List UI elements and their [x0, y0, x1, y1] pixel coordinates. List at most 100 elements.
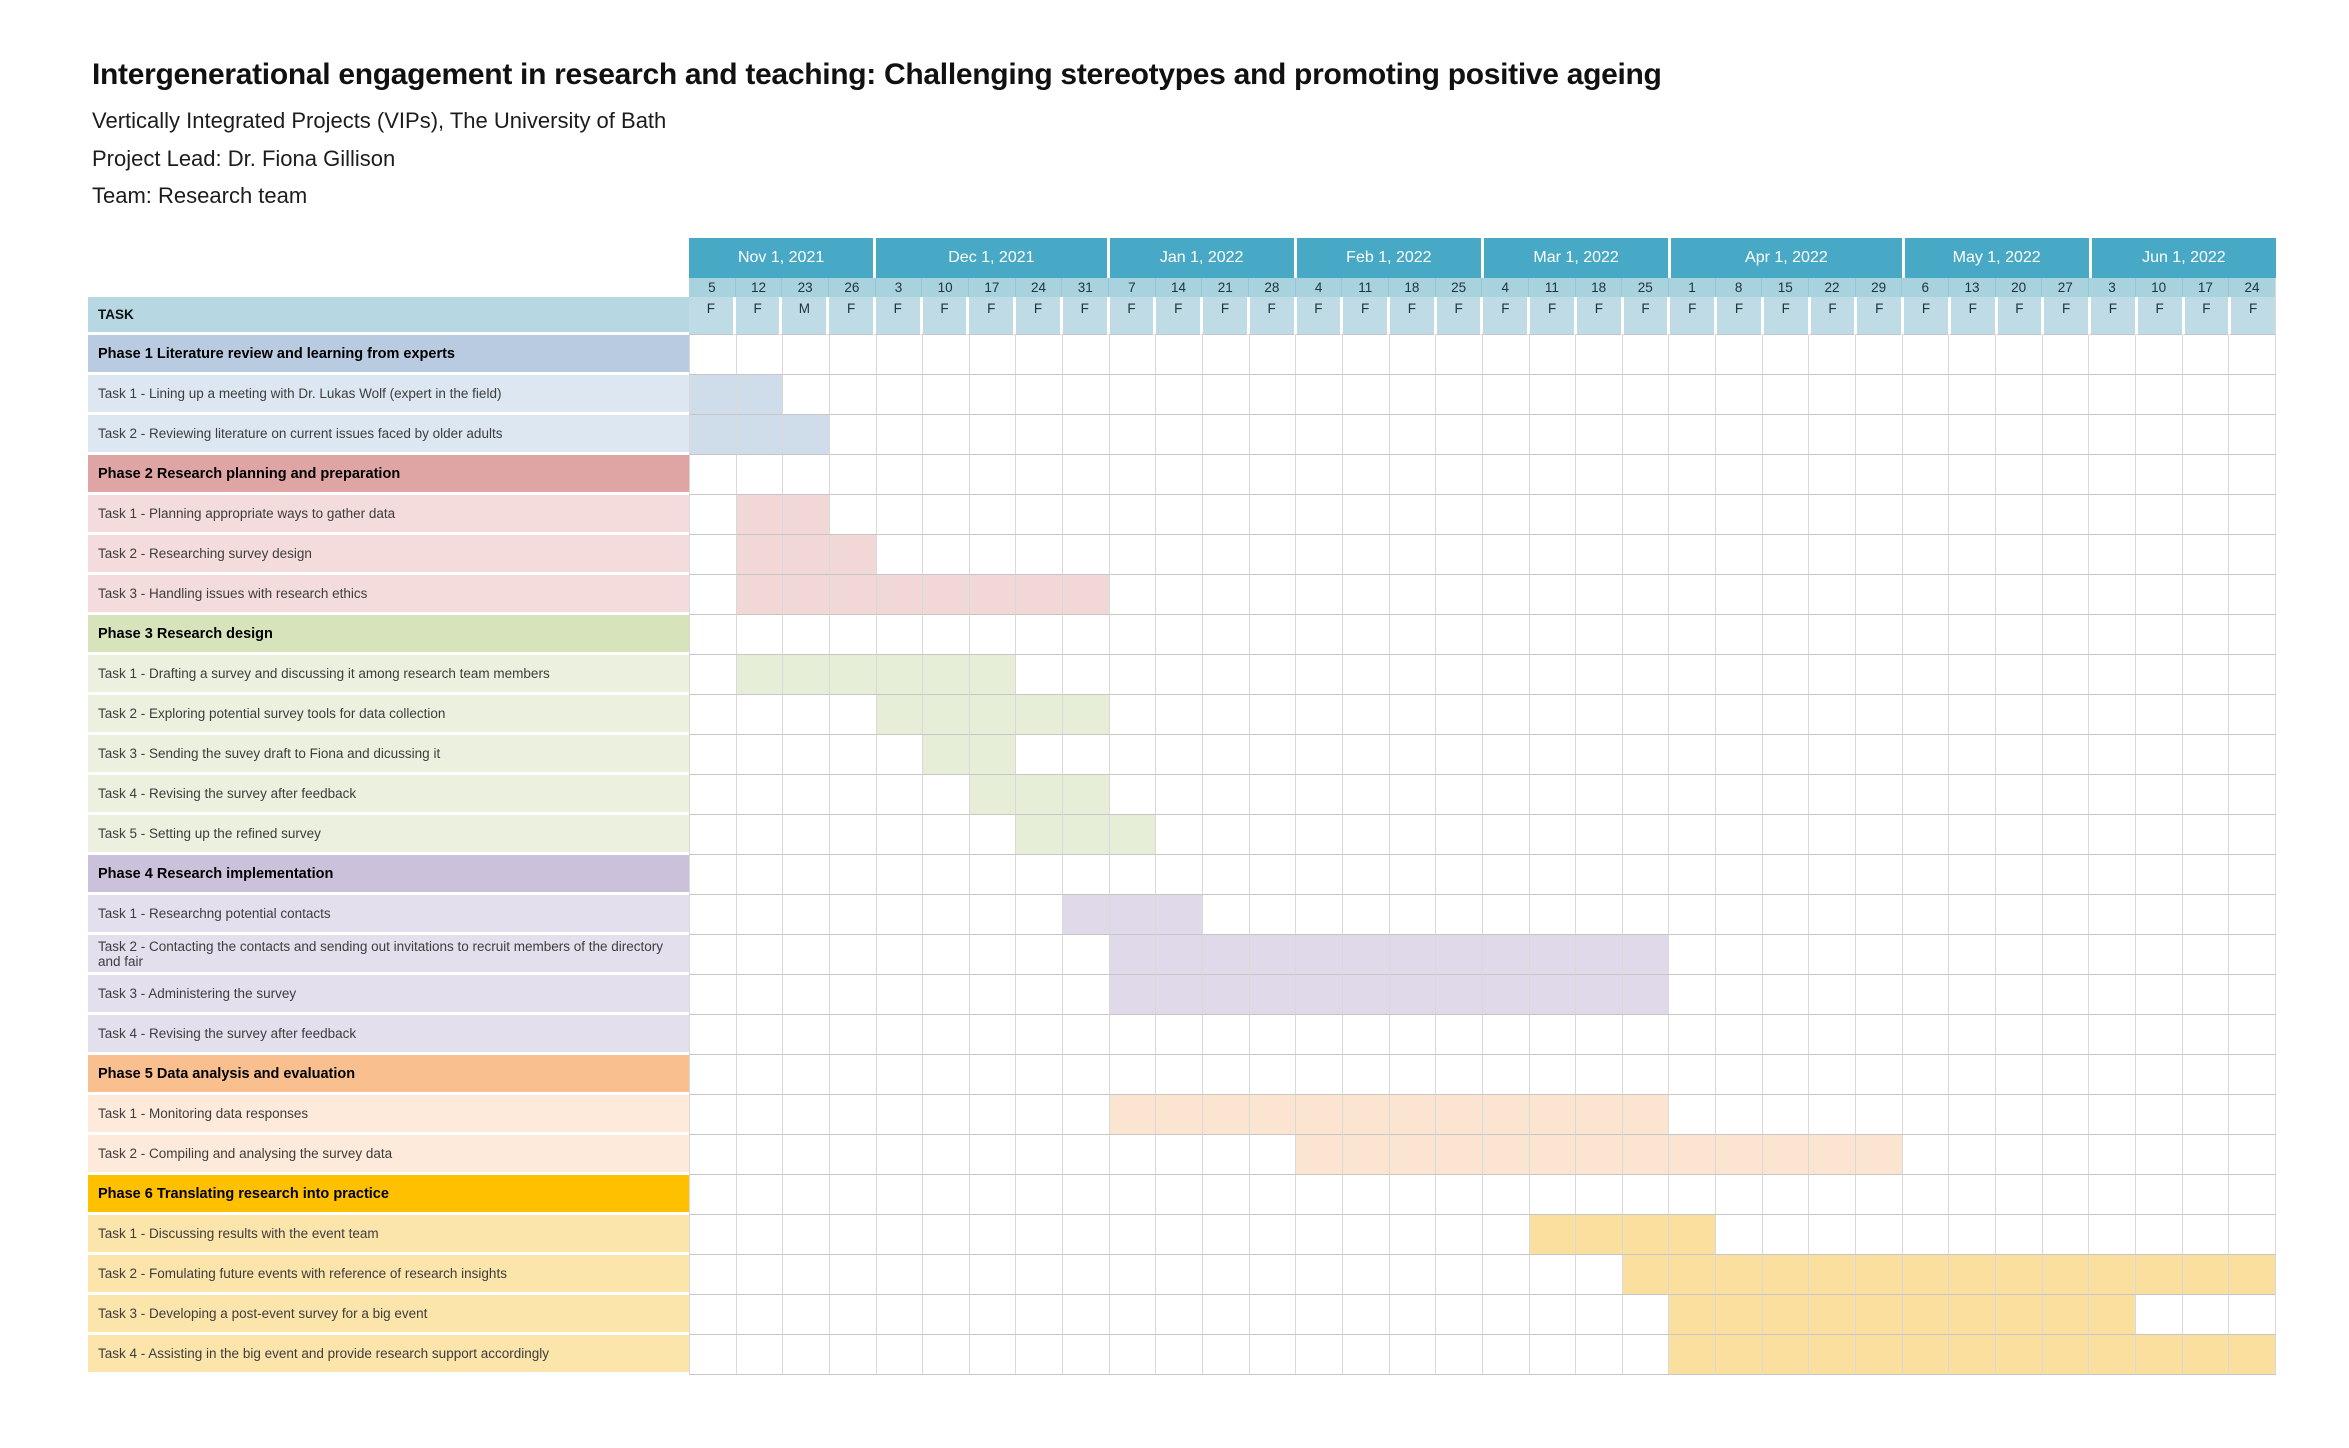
grid-cell — [875, 1335, 923, 1375]
grid-cell — [1668, 575, 1716, 615]
gantt-bar-segment — [2041, 1255, 2089, 1295]
grid-cell — [1761, 415, 1809, 455]
gantt-bar-segment — [1761, 1295, 1809, 1335]
grid-cell — [1808, 615, 1856, 655]
grid-cell — [1528, 855, 1576, 895]
grid-cell — [968, 855, 1016, 895]
task-row: Task 1 - Lining up a meeting with Dr. Lu… — [88, 375, 2276, 415]
grid-cell — [2134, 495, 2182, 535]
grid-cell — [782, 1055, 829, 1095]
week-date-cell: 24 — [1014, 278, 1062, 297]
month-header-cell: Jun 1, 2022 — [2088, 238, 2276, 278]
grid-cell — [1108, 415, 1156, 455]
grid-cell — [1715, 815, 1762, 855]
grid-cell — [1015, 1095, 1063, 1135]
grid-cell — [1621, 1295, 1669, 1335]
week-letter-cell: F — [1527, 297, 1574, 335]
gantt-bar-segment — [1948, 1295, 1995, 1335]
grid-cell — [689, 975, 736, 1015]
grid-cell — [1155, 735, 1203, 775]
grid-cell — [1202, 815, 1249, 855]
gantt-bar-segment — [1901, 1335, 1949, 1375]
grid-cell — [1435, 855, 1482, 895]
grid-cell — [2134, 935, 2182, 975]
task-row: Task 1 - Discussing results with the eve… — [88, 1215, 2276, 1255]
gantt-bar-segment — [1855, 1295, 1902, 1335]
grid-cell — [1108, 775, 1156, 815]
phase-label: Phase 5 Data analysis and evaluation — [88, 1055, 689, 1095]
week-letter-cell: F — [1059, 297, 1107, 335]
grid-cell — [1388, 1295, 1436, 1335]
grid-cell — [1015, 415, 1063, 455]
grid-cell — [1528, 895, 1576, 935]
grid-cell — [2181, 335, 2229, 375]
grid-cell — [1668, 375, 1716, 415]
grid-cell — [1388, 815, 1436, 855]
grid-cell — [2181, 815, 2229, 855]
grid-cell — [1808, 735, 1856, 775]
gantt-bar-segment — [1108, 935, 1156, 975]
grid-cell — [922, 1295, 969, 1335]
grid-cell — [2134, 855, 2182, 895]
task-label: Task 3 - Developing a post-event survey … — [88, 1295, 689, 1335]
grid-cell — [1621, 815, 1669, 855]
grid-cell — [1575, 735, 1622, 775]
grid-cell — [1108, 1215, 1156, 1255]
grid-cell — [1621, 1335, 1669, 1375]
gantt-bar-segment — [1295, 1135, 1342, 1175]
week-letter-cell: F — [2041, 297, 2089, 335]
grid-cell — [1621, 775, 1669, 815]
gantt-bar-segment — [782, 655, 829, 695]
grid-cell — [1015, 1215, 1063, 1255]
grid-cell — [1901, 615, 1949, 655]
task-label: Task 3 - Administering the survey — [88, 975, 689, 1015]
grid-cell — [875, 1175, 923, 1215]
grid-cell — [2181, 855, 2229, 895]
grid-cell — [1108, 375, 1156, 415]
grid-cell — [782, 1095, 829, 1135]
task-label: Task 4 - Assisting in the big event and … — [88, 1335, 689, 1375]
grid-cell — [1388, 735, 1436, 775]
grid-cell — [2228, 575, 2276, 615]
grid-cell — [1855, 535, 1902, 575]
grid-cell — [1062, 455, 1109, 495]
grid-cell — [1715, 655, 1762, 695]
grid-cell — [1435, 375, 1482, 415]
grid-cell — [1388, 775, 1436, 815]
grid-cell — [1295, 855, 1342, 895]
grid-cell — [1062, 335, 1109, 375]
grid-cell — [1248, 1015, 1296, 1055]
week-date-cell: 13 — [1948, 278, 1995, 297]
gantt-bar-segment — [1901, 1255, 1949, 1295]
grid-cell — [1481, 535, 1529, 575]
grid-cell — [1435, 655, 1482, 695]
grid-cell — [875, 375, 923, 415]
grid-cell — [2041, 1135, 2089, 1175]
week-date-cell: 27 — [2041, 278, 2089, 297]
gantt-bar-segment — [1388, 975, 1436, 1015]
week-date-cell: 24 — [2228, 278, 2276, 297]
grid-cell — [922, 1255, 969, 1295]
grid-cell — [1388, 855, 1436, 895]
grid-cell — [922, 935, 969, 975]
month-header-cell: May 1, 2022 — [1901, 238, 2089, 278]
grid-cell — [1901, 935, 1949, 975]
gantt-bar-segment — [1295, 935, 1342, 975]
grid-cell — [2228, 495, 2276, 535]
grid-cell — [689, 615, 736, 655]
grid-cell — [1808, 415, 1856, 455]
task-row: Task 2 - Reviewing literature on current… — [88, 415, 2276, 455]
grid-cell — [2041, 335, 2089, 375]
grid-cell — [2181, 935, 2229, 975]
grid-cell — [1901, 895, 1949, 935]
grid-cell — [1948, 615, 1995, 655]
grid-cell — [1528, 655, 1576, 695]
grid-cell — [1202, 455, 1249, 495]
month-header-cell: Nov 1, 2021 — [689, 238, 874, 278]
grid-cell — [1202, 735, 1249, 775]
grid-cell — [1295, 735, 1342, 775]
grid-cell — [1435, 335, 1482, 375]
gantt-bar-segment — [1295, 1095, 1342, 1135]
grid-cell — [1575, 855, 1622, 895]
grid-cell — [2041, 455, 2089, 495]
